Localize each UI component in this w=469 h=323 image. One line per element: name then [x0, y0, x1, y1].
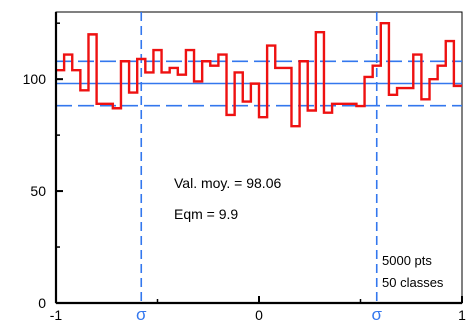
y-tick-label: 100 — [23, 71, 47, 87]
sigma-label: σ — [371, 305, 382, 323]
y-tick-label: 0 — [38, 295, 46, 311]
classes-annotation: 50 classes — [382, 275, 444, 290]
sigma-label: σ — [136, 305, 147, 323]
y-tick-label: 50 — [30, 183, 46, 199]
mean-annotation: Val. moy. = 98.06 — [174, 175, 281, 191]
points-annotation: 5000 pts — [382, 253, 432, 268]
histogram-series — [56, 21, 462, 128]
rms-annotation: Eqm = 9.9 — [174, 206, 238, 222]
x-tick-label: 0 — [255, 307, 263, 323]
x-tick-label: 1 — [458, 307, 466, 323]
x-tick-label: -1 — [50, 307, 63, 323]
